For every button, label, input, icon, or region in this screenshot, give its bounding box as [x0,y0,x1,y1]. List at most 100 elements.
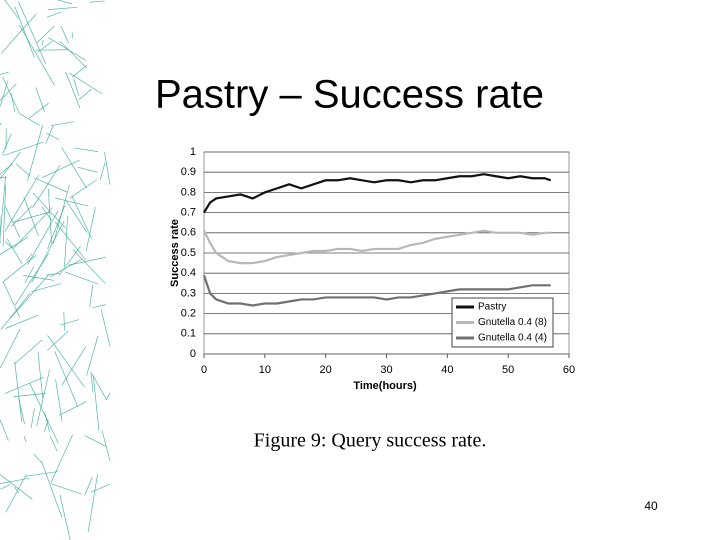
x-tick-label: 50 [502,364,514,376]
network-line [60,25,69,44]
network-line [24,266,35,283]
network-line [19,24,55,86]
network-line [31,283,62,293]
network-line [84,476,93,496]
x-tick-label: 0 [201,364,207,376]
y-tick-label: 0.8 [181,186,196,198]
network-line [37,41,53,53]
y-tick-label: 0.1 [181,328,196,340]
network-line [23,436,27,443]
network-line [0,13,37,54]
network-line [5,314,39,329]
network-line [50,258,83,277]
network-line [48,188,52,244]
network-line [52,185,70,244]
network-line [33,177,68,193]
network-line [46,330,69,351]
network-line [5,241,13,249]
network-line [89,0,105,3]
slide-title: Pastry – Success rate [155,73,544,117]
network-line [64,215,69,267]
network-line [6,238,23,265]
y-axis-label: Success rate [169,219,181,287]
network-line [58,401,87,416]
network-line [91,373,108,401]
network-line [14,6,35,58]
network-line [68,256,106,266]
network-line [74,147,98,152]
network-line [36,25,55,44]
network-line [50,434,73,483]
network-line [0,163,13,175]
network-line [32,192,66,229]
network-line [47,6,78,10]
network-line [58,245,81,276]
network-line [49,77,52,80]
network-line [33,453,42,463]
network-line [51,121,74,127]
network-line [41,159,80,179]
y-tick-label: 0.9 [181,166,196,178]
network-line [13,339,43,365]
network-line [91,483,111,493]
network-line [104,151,111,185]
series-line [203,173,552,214]
network-line [35,87,45,112]
network-line [72,64,87,78]
network-line [46,11,62,18]
network-line [66,200,88,233]
network-line [55,197,89,207]
network-line [85,207,96,252]
network-line [99,162,106,181]
x-tick-label: 30 [380,364,392,376]
network-line [65,271,99,285]
network-line [55,379,63,422]
network-line [18,1,47,65]
network-line [2,77,20,114]
x-tick-label: 20 [320,364,332,376]
network-line [9,274,50,319]
network-line [4,174,39,232]
network-line [61,147,87,189]
network-line [27,210,59,265]
x-tick-label: 10 [259,364,271,376]
network-line [50,483,82,495]
network-line [77,166,98,173]
network-line [69,72,103,95]
network-line [92,304,106,309]
network-line [71,195,93,240]
page-number: 40 [644,499,658,513]
network-line [2,281,21,318]
network-line [0,484,11,490]
network-line [41,461,63,518]
network-line [23,196,39,237]
y-tick-label: 0.3 [181,287,196,299]
x-axis-label: Time(hours) [353,380,417,392]
network-decoration [0,0,111,540]
network-line [92,375,100,431]
network-line [89,284,94,308]
network-line [0,419,9,441]
series-line [202,274,551,307]
series-line [203,229,551,265]
network-line [65,71,81,109]
network-line [61,346,87,386]
network-line [32,165,61,208]
network-line [87,473,98,533]
network-line [59,494,71,540]
network-line [0,477,30,484]
legend-label: Gnutella 0.4 (8) [478,317,547,328]
figure-caption: Figure 9: Query success rate. [254,430,487,452]
network-line [60,319,79,326]
network-line [26,253,33,262]
network-line [14,253,50,306]
network-line [90,371,94,393]
network-line [14,361,23,422]
network-line [36,369,50,427]
network-line [18,112,40,126]
network-line [47,335,85,388]
network-line [2,184,7,247]
network-line [4,376,45,395]
